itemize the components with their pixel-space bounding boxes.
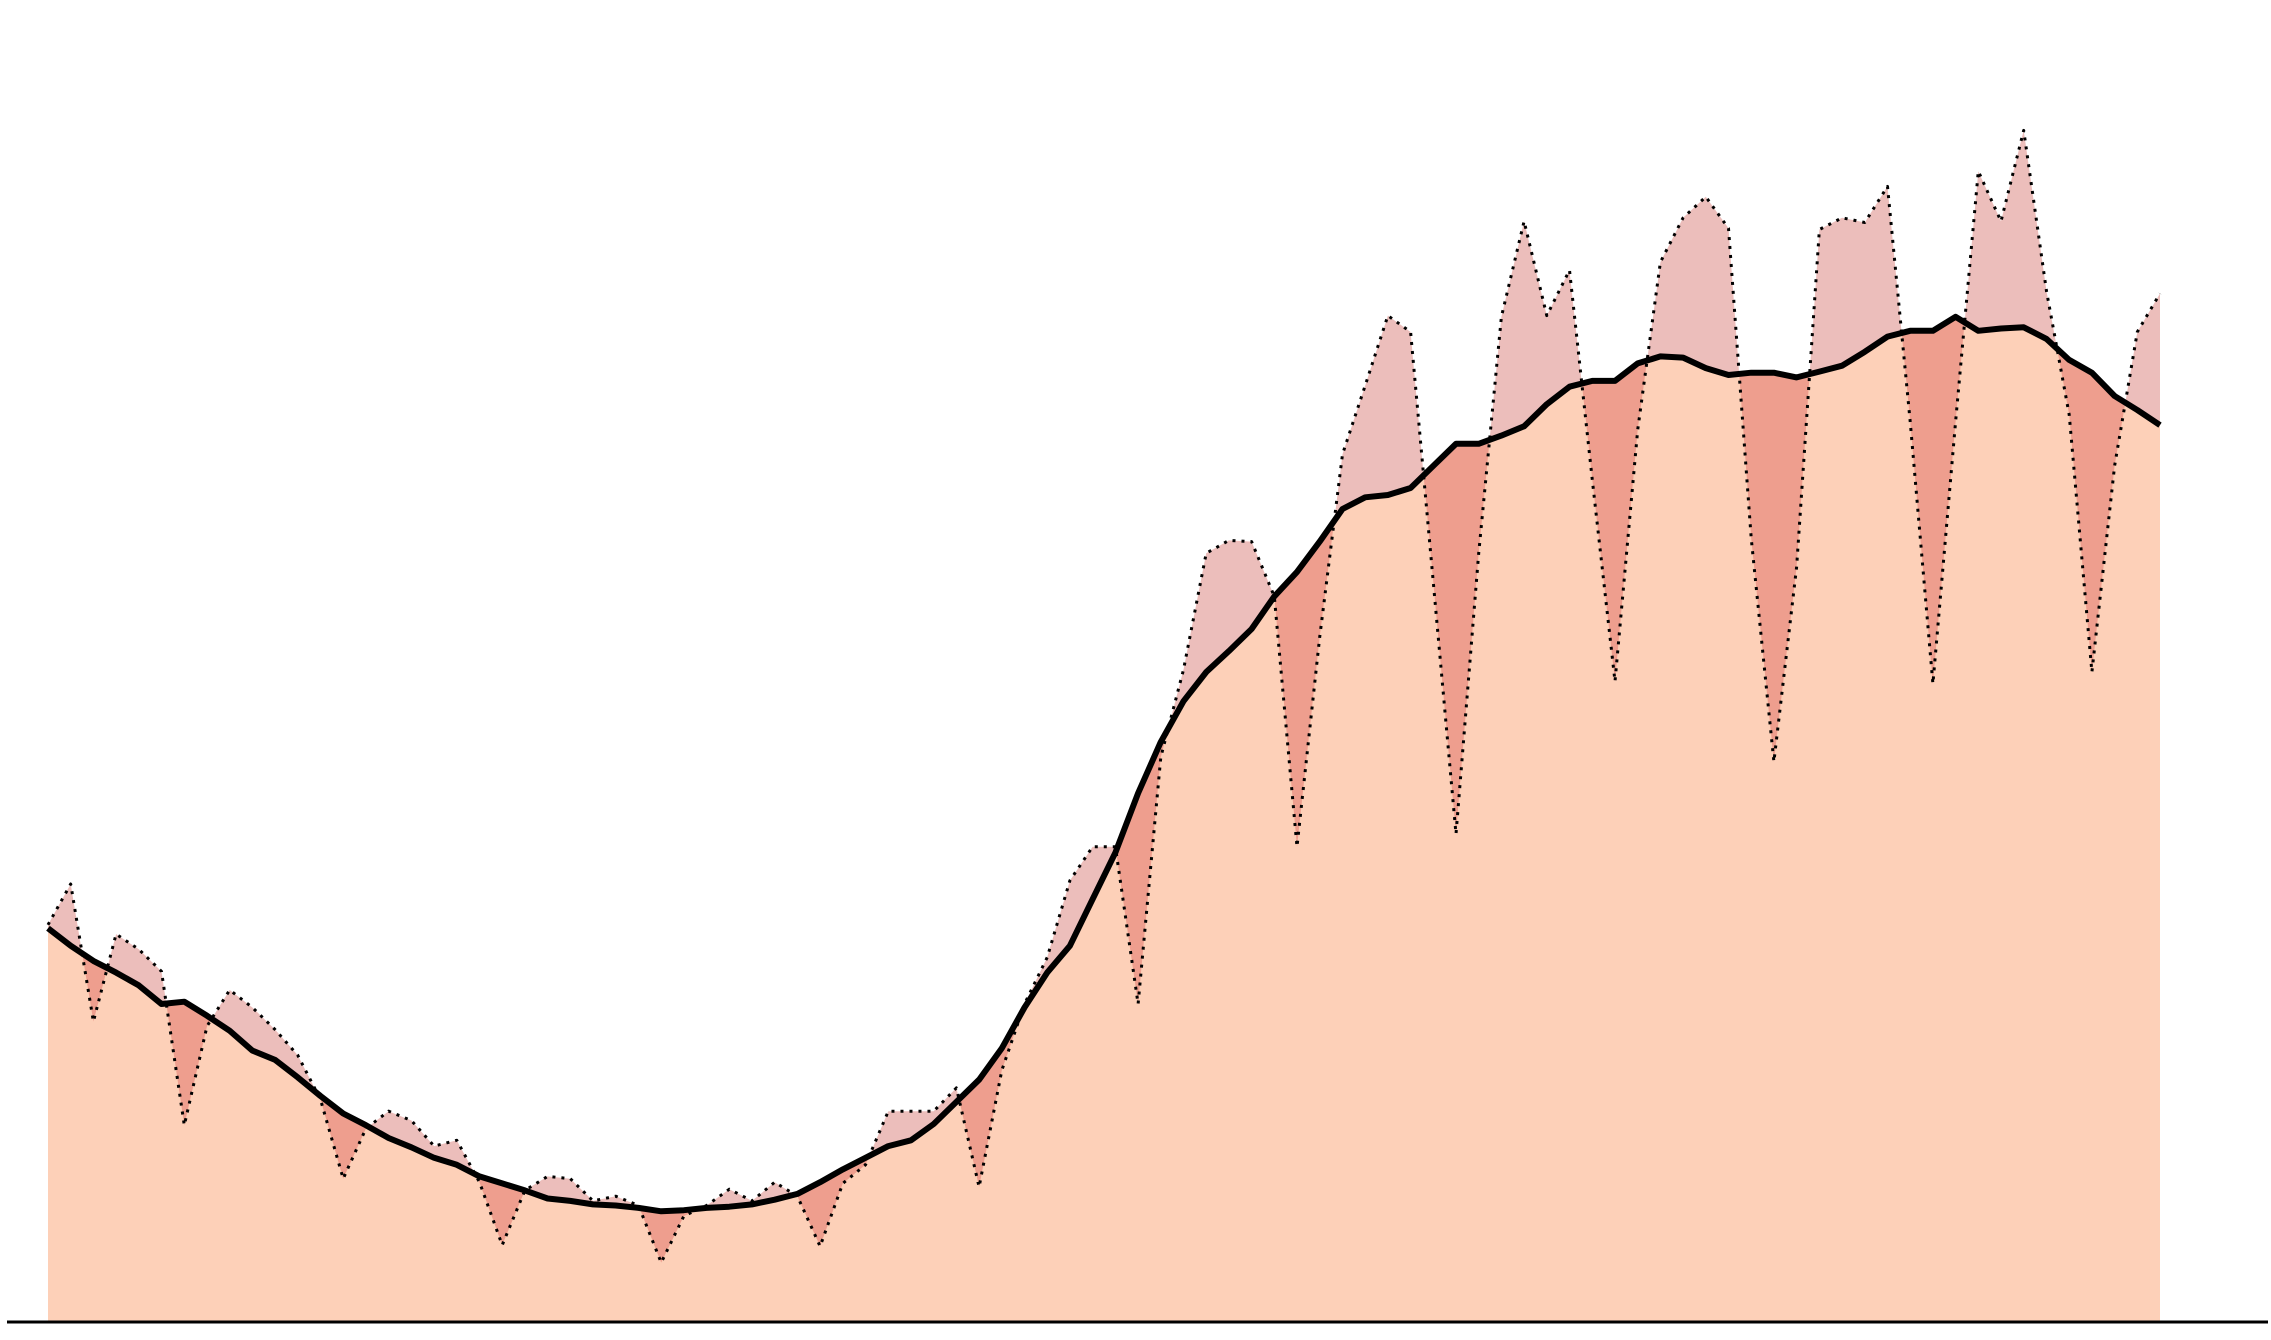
daily-line <box>46 128 2162 1265</box>
average-line <box>46 313 2162 1215</box>
area-base <box>48 316 2160 1322</box>
